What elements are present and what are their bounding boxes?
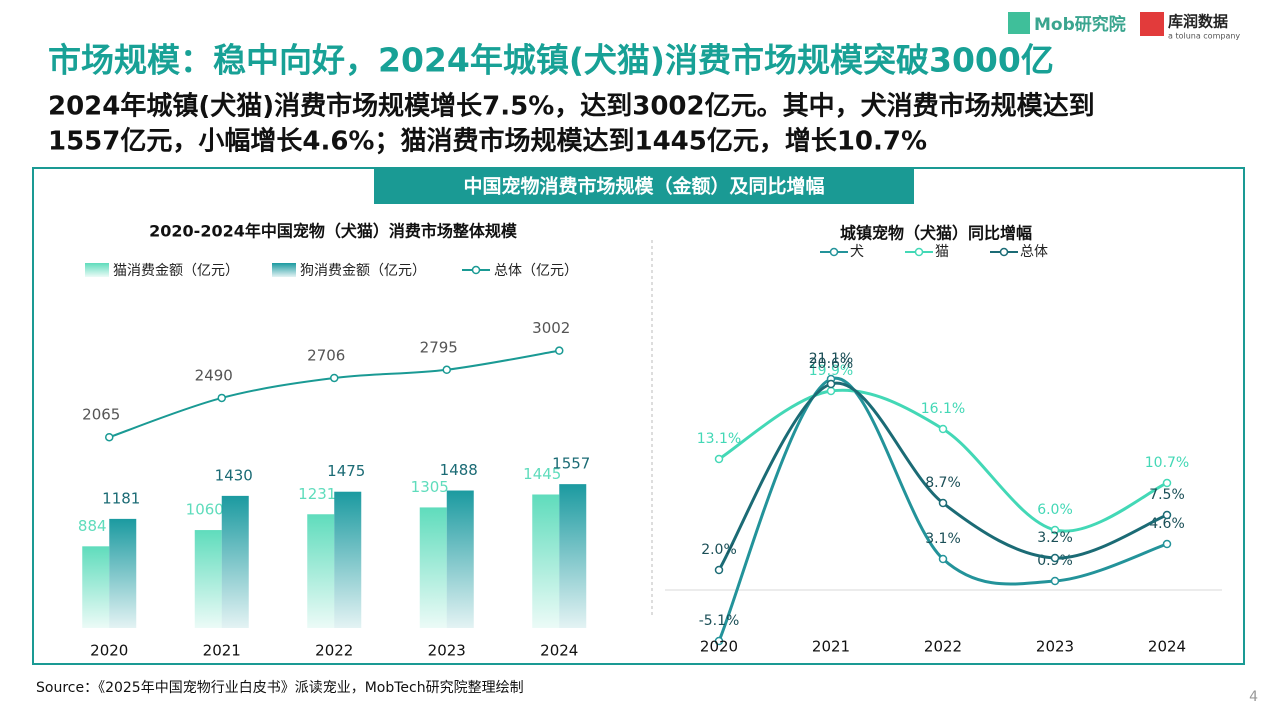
legend-swatch [272, 263, 296, 277]
x-tick-label: 2020 [90, 642, 128, 660]
bar [532, 494, 560, 628]
legend-swatch [914, 247, 924, 257]
line-point [217, 393, 226, 403]
logo-icon [1008, 12, 1030, 34]
panel-title-bar [374, 168, 914, 204]
value-label: -5.1% [699, 613, 740, 629]
legend-swatch [85, 263, 109, 277]
line-point [1050, 525, 1060, 535]
line-point [714, 454, 724, 464]
bar [82, 546, 110, 628]
page-number: 4 [1249, 689, 1258, 705]
value-label: 3.1% [925, 531, 961, 547]
line-point [938, 424, 948, 434]
x-tick-label: 2022 [315, 642, 353, 660]
legend-label: 总体 [1020, 244, 1048, 260]
value-label: 1488 [440, 461, 478, 479]
line-point [1162, 510, 1172, 520]
value-label: 16.1% [921, 401, 965, 417]
logo-kr-icon [1140, 12, 1164, 36]
value-label: 2065 [82, 406, 120, 424]
bar [221, 495, 249, 628]
value-label: 13.1% [697, 431, 741, 447]
line-point [714, 565, 724, 575]
x-tick-label: 2024 [1148, 638, 1186, 656]
line-point [1050, 576, 1060, 586]
value-label: 884 [78, 517, 107, 535]
x-tick-label: 2020 [700, 638, 738, 656]
line-point [1050, 553, 1060, 563]
bar [334, 491, 362, 628]
value-label: 1305 [411, 478, 449, 496]
line-point [714, 636, 724, 646]
logo-mob: Mob研究院 [1034, 14, 1126, 35]
value-label: 1181 [102, 489, 140, 507]
logo-kr-sub: a toluna company [1168, 32, 1240, 41]
bar [446, 490, 474, 628]
growth-line [717, 381, 1168, 571]
x-tick-label: 2021 [812, 638, 850, 656]
value-label: 1445 [523, 465, 561, 483]
line-point [1162, 478, 1172, 488]
value-label: 2490 [195, 366, 233, 384]
value-label: 8.7% [925, 475, 961, 491]
x-tick-label: 2022 [924, 638, 962, 656]
line-point [938, 554, 948, 564]
line-point [826, 386, 836, 396]
legend-swatch [471, 265, 481, 275]
value-label: 19.9% [809, 363, 853, 379]
legend-swatch [829, 247, 839, 257]
subtitle: 2024年城镇(犬猫)消费市场规模增长7.5%，达到3002亿元。其中，犬消费市… [48, 91, 1095, 122]
panel-title: 中国宠物消费市场规模（金额）及同比增幅 [463, 175, 824, 198]
value-label: 1557 [552, 455, 590, 473]
line-point [555, 346, 564, 355]
line-point [442, 365, 451, 375]
subtitle: 1557亿元，小幅增长4.6%；猫消费市场规模达到1445亿元，增长10.7% [48, 126, 927, 157]
value-label: 21.1% [809, 351, 853, 367]
value-label: 10.7% [1145, 455, 1189, 471]
legend-label: 总体（亿元） [494, 263, 578, 279]
legend-label: 犬 [850, 244, 864, 260]
line-point [105, 432, 114, 442]
legend-label: 猫消费金额（亿元） [113, 263, 239, 279]
chart-title: 2020-2024年中国宠物（犬猫）消费市场整体规模 [149, 222, 518, 241]
value-label: 7.5% [1149, 487, 1185, 503]
source: Source：《2025年中国宠物行业白皮书》派读宠业，MobTech研究院整理… [36, 679, 524, 696]
line-point [938, 498, 948, 508]
chart-title: 城镇宠物（犬猫）同比增幅 [840, 224, 1032, 243]
bar [307, 514, 335, 628]
growth-line [717, 376, 1168, 642]
legend-label: 猫 [935, 244, 949, 260]
value-label: 1430 [215, 466, 253, 484]
bar [419, 507, 447, 628]
value-label: 1060 [186, 501, 224, 519]
bar [559, 484, 587, 628]
x-tick-label: 2021 [203, 642, 241, 660]
value-label: 2.0% [701, 542, 737, 558]
logo-kr: 库润数据 [1168, 13, 1228, 31]
bar [194, 530, 222, 628]
legend-label: 狗消费金额（亿元） [300, 263, 426, 279]
value-label: 1231 [298, 485, 336, 503]
value-label: 3002 [532, 319, 570, 337]
legend-swatch [999, 247, 1009, 257]
value-label: 1475 [327, 462, 365, 480]
line-point [1162, 539, 1172, 549]
line-point [330, 373, 339, 383]
value-label: 6.0% [1037, 502, 1073, 518]
value-label: 3.2% [1037, 530, 1073, 546]
x-tick-label: 2023 [1036, 638, 1074, 656]
page-title: 市场规模：稳中向好，2024年城镇(犬猫)消费市场规模突破3000亿 [48, 41, 1054, 80]
bar [109, 518, 137, 628]
value-label: 20.6% [809, 356, 853, 372]
value-label: 2795 [420, 338, 458, 356]
value-label: 2706 [307, 346, 345, 364]
x-tick-label: 2023 [428, 642, 466, 660]
x-tick-label: 2024 [540, 642, 578, 660]
line-point [826, 379, 836, 389]
